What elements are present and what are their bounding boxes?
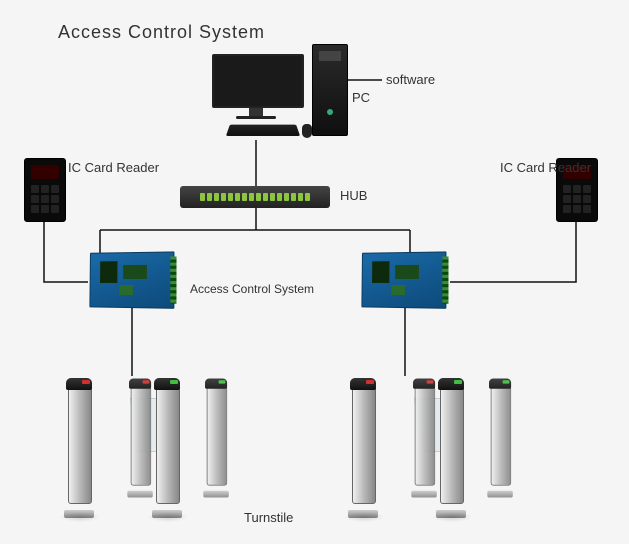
turnstile-right-icon (348, 368, 528, 518)
mouse-icon (302, 124, 312, 138)
ic-card-reader-left-icon (24, 158, 66, 222)
keyboard-icon (226, 125, 300, 136)
hub-label: HUB (340, 188, 367, 203)
pc-tower-icon (312, 44, 348, 136)
turnstile-label: Turnstile (244, 510, 293, 525)
pc-monitor-icon (212, 54, 300, 116)
ic-reader-left-label: IC Card Reader (68, 160, 159, 175)
access-control-board-right-icon (361, 251, 446, 308)
diagram-title: Access Control System (58, 22, 265, 43)
access-control-board-left-icon (89, 251, 174, 308)
access-control-label: Access Control System (190, 282, 314, 296)
turnstile-left-icon (64, 368, 244, 518)
network-hub-icon (180, 186, 330, 208)
pc-label: PC (352, 90, 370, 105)
ic-reader-right-label: IC Card Reader (500, 160, 591, 175)
software-label: software (386, 72, 435, 87)
